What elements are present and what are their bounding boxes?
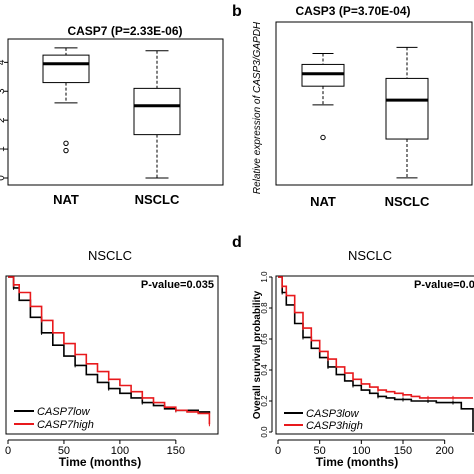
box-chart-2-ylabel: Relative expression of CASP3/GAPDH <box>252 21 263 194</box>
km-chart-1-xtick-label: 50 <box>58 445 70 457</box>
km-chart-1-title: NSCLC <box>88 248 132 263</box>
km-chart-1-legend: CASP7low CASP7high <box>14 406 94 431</box>
box-chart-1-ytick-label: 0 <box>0 175 7 181</box>
box-chart-1-frame <box>7 38 224 186</box>
km-chart-2-pvalue: P-value=0.013 <box>414 279 474 291</box>
km-chart-1-legend-low: CASP7low <box>37 406 91 418</box>
km-chart-2-xtick-label: 150 <box>394 445 412 457</box>
km-chart-2-legend: CASP3low CASP3high <box>284 408 363 432</box>
km-chart-1-xtick-label: 150 <box>167 445 185 457</box>
box-chart-1-ytick-label: 4 <box>0 59 7 65</box>
km-chart-2-xtick-label: 200 <box>435 445 453 457</box>
km-chart-2-title: NSCLC <box>348 248 392 263</box>
km-chart-1-frame <box>5 275 219 435</box>
km-chart-1-xlabel: Time (months) <box>59 455 141 469</box>
km-chart-2-ytick-label: 0.8 <box>260 302 269 314</box>
box-chart-1-nat-outlier <box>63 147 69 154</box>
km-chart-2-frame <box>275 275 474 435</box>
box-chart-1-title: CASP7 (P=2.33E-06) <box>67 24 182 38</box>
km-chart-2-xtick-label: 0 <box>275 445 281 457</box>
box-chart-2-category-nsclc: NSCLC <box>385 194 430 209</box>
box-chart-2-frame <box>275 21 473 186</box>
km-chart-2-xtick-label: 50 <box>314 445 326 457</box>
box-chart-1-ytick-label: 3 <box>0 88 7 94</box>
km-chart-1-xtick-label: 100 <box>111 445 129 457</box>
km-chart-2-ytick-label: 0.6 <box>260 333 269 345</box>
box-chart-2-nat-box <box>301 63 345 87</box>
km-chart-2-xtick-label: 100 <box>352 445 370 457</box>
box-chart-1-nat-outlier <box>63 140 69 147</box>
km-chart-2-xlabel: Time (months) <box>316 455 398 469</box>
km-chart-1-curve-casp7high <box>8 276 211 425</box>
km-chart-2-ytick-label: 0.2 <box>260 395 269 407</box>
km-chart-1-curve-casp7low <box>8 276 211 414</box>
km-chart-2-legend-low: CASP3low <box>306 408 360 420</box>
box-chart-2-nat-outlier <box>320 134 326 141</box>
box-chart-2-nsclc-box <box>385 77 429 140</box>
box-chart-2-category-nat: NAT <box>310 194 336 209</box>
panel-label-d: d <box>232 234 242 251</box>
box-chart-1-ytick-label: 2 <box>0 117 7 123</box>
box-chart-1-nat-box <box>42 54 90 84</box>
km-chart-1-xtick-label: 0 <box>5 445 11 457</box>
km-chart-2-ytick-label: 0.4 <box>260 364 269 376</box>
box-chart-1-nsclc-box <box>133 87 181 136</box>
km-chart-2-ylabel: Overall survival probability <box>252 290 263 419</box>
box-chart-2-title: CASP3 (P=3.70E-04) <box>295 4 410 18</box>
box-chart-1-category-nat: NAT <box>53 192 79 207</box>
km-chart-2-ytick-label: 0.0 <box>260 426 269 438</box>
panel-label-b: b <box>232 3 242 20</box>
km-chart-2-ytick-label: 1.0 <box>260 271 269 283</box>
box-chart-1-ytick-label: 1 <box>0 146 7 152</box>
km-chart-1-pvalue: P-value=0.035 <box>141 279 214 291</box>
km-chart-1-legend-high: CASP7high <box>37 419 94 431</box>
km-chart-2-curve-casp3high <box>278 276 473 399</box>
km-chart-2-legend-high: CASP3high <box>306 420 363 432</box>
box-chart-1-category-nsclc: NSCLC <box>135 192 180 207</box>
